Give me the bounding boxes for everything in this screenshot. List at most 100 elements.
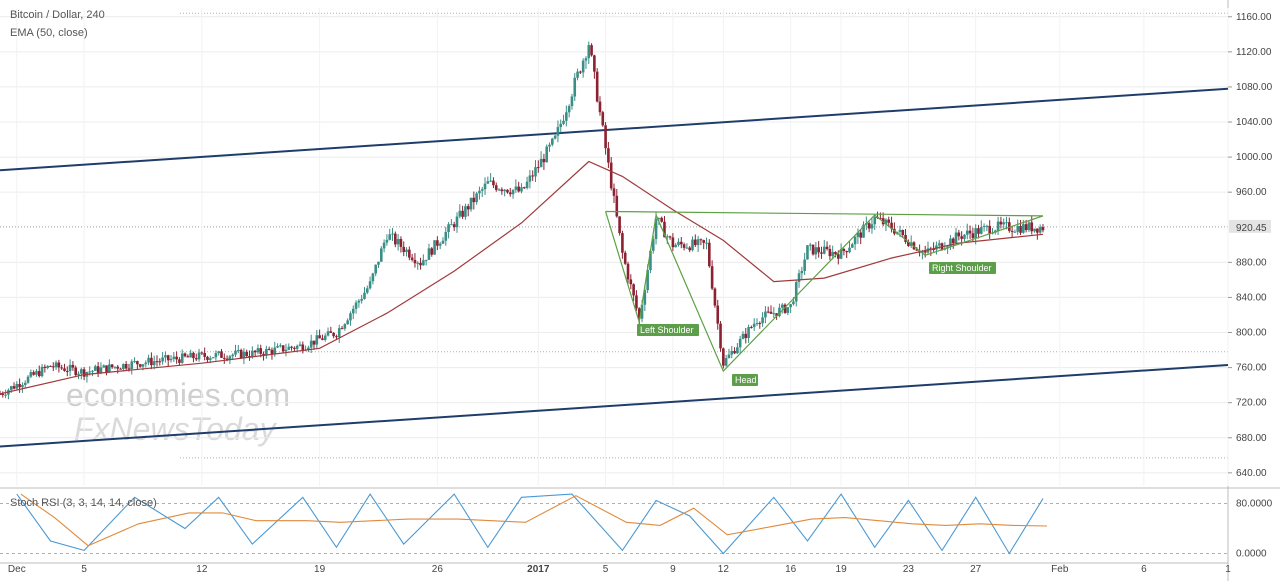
date-tick-label: 1 bbox=[1225, 564, 1231, 575]
candle-body bbox=[733, 350, 736, 354]
candle-body bbox=[281, 345, 285, 352]
candle-body bbox=[710, 266, 714, 289]
candle-body bbox=[203, 352, 206, 357]
candle-body bbox=[699, 239, 703, 241]
current-price-label: 920.45 bbox=[1236, 223, 1267, 234]
candle-body bbox=[172, 356, 176, 359]
date-tick-label: 12 bbox=[718, 564, 730, 575]
candle-body bbox=[267, 348, 271, 350]
date-tick-label: Dec bbox=[8, 564, 26, 575]
candle-body bbox=[105, 365, 108, 373]
candle-body bbox=[253, 350, 257, 353]
candle-body bbox=[783, 304, 787, 313]
candle-body bbox=[646, 269, 649, 291]
candle-body bbox=[228, 356, 232, 360]
price-tick-label: 1160.00 bbox=[1236, 12, 1272, 23]
candle-body bbox=[43, 366, 47, 368]
candle-body bbox=[548, 144, 551, 147]
candle-body bbox=[29, 372, 33, 377]
candle-body bbox=[730, 350, 734, 355]
left-shoulder-tag: Left Shoulder bbox=[637, 324, 699, 336]
candle-body bbox=[551, 138, 554, 145]
candle-body bbox=[478, 190, 481, 194]
candle-body bbox=[562, 120, 565, 124]
date-tick-label: 27 bbox=[970, 564, 982, 575]
candle-body bbox=[716, 305, 720, 324]
candle-body bbox=[441, 240, 445, 244]
candle-body bbox=[539, 158, 543, 168]
left-shoulder-label: Left Shoulder bbox=[640, 325, 694, 335]
candle-body bbox=[719, 323, 722, 349]
candle-body bbox=[363, 292, 366, 299]
candle-body bbox=[270, 349, 274, 355]
candle-body bbox=[396, 239, 400, 245]
price-tick-label: 760.00 bbox=[1236, 363, 1267, 374]
candle-body bbox=[455, 216, 459, 228]
candle-body bbox=[679, 241, 683, 245]
right-shoulder-tag-bg bbox=[929, 262, 996, 274]
axis-layer: 1160.001120.001080.001040.001000.00960.0… bbox=[8, 12, 1273, 575]
candle-body bbox=[237, 349, 240, 351]
candle-body bbox=[851, 244, 854, 248]
candle-body bbox=[593, 55, 596, 72]
candle-body bbox=[113, 366, 117, 368]
candle-body bbox=[999, 221, 1003, 225]
date-tick-label: 5 bbox=[81, 564, 87, 575]
channel-lower-line bbox=[0, 363, 1229, 448]
candle-body bbox=[705, 242, 708, 244]
candle-body bbox=[834, 251, 837, 255]
candle-body bbox=[164, 355, 167, 358]
candle-body bbox=[511, 189, 515, 195]
candle-body bbox=[738, 338, 742, 348]
oscillator-tick-label: 0.0000 bbox=[1236, 549, 1267, 560]
candle-body bbox=[811, 244, 815, 255]
candle-body bbox=[528, 175, 532, 182]
candle-body bbox=[295, 345, 299, 349]
candle-body bbox=[651, 239, 655, 251]
left-shoulder-tag-bg bbox=[637, 324, 699, 336]
candle-body bbox=[273, 347, 277, 355]
candle-body bbox=[494, 185, 498, 190]
candle-body bbox=[371, 273, 375, 282]
candle-body bbox=[517, 186, 520, 192]
candle-body bbox=[904, 235, 907, 242]
candle-body bbox=[391, 233, 394, 235]
candle-body bbox=[1022, 224, 1025, 233]
candle-body bbox=[155, 361, 159, 363]
candle-body bbox=[887, 219, 891, 223]
candle-body bbox=[682, 244, 686, 248]
candle-body bbox=[80, 369, 83, 374]
candle-body bbox=[870, 224, 874, 229]
candle-body bbox=[632, 284, 635, 296]
candle-body bbox=[965, 230, 969, 235]
channel-layer bbox=[0, 87, 1229, 448]
candle-body bbox=[977, 228, 980, 234]
candle-body bbox=[32, 372, 35, 375]
candle-body bbox=[640, 304, 644, 319]
candle-body bbox=[764, 311, 767, 318]
candle-body bbox=[1002, 222, 1006, 225]
candle-body bbox=[321, 338, 324, 340]
date-tick-label: Feb bbox=[1051, 564, 1069, 575]
candle-body bbox=[461, 210, 464, 217]
candle-body bbox=[349, 313, 352, 321]
candle-body bbox=[545, 146, 549, 163]
candle-body bbox=[323, 335, 327, 340]
candle-body bbox=[565, 112, 568, 121]
candle-body bbox=[789, 304, 792, 308]
candle-body bbox=[722, 348, 725, 366]
candle-body bbox=[40, 366, 44, 377]
candle-body bbox=[649, 250, 652, 270]
date-tick-label: 2017 bbox=[527, 564, 550, 575]
candle-body bbox=[853, 236, 857, 245]
candle-body bbox=[175, 356, 178, 360]
candle-body bbox=[839, 249, 843, 259]
candle-body bbox=[691, 239, 694, 251]
candle-body bbox=[1016, 225, 1020, 232]
current-price-tag: 920.45 bbox=[1229, 219, 1271, 234]
candle-body bbox=[915, 249, 919, 251]
candle-body bbox=[405, 249, 408, 253]
candle-body bbox=[806, 245, 809, 260]
candle-body bbox=[836, 254, 840, 259]
candle-body bbox=[607, 148, 610, 163]
